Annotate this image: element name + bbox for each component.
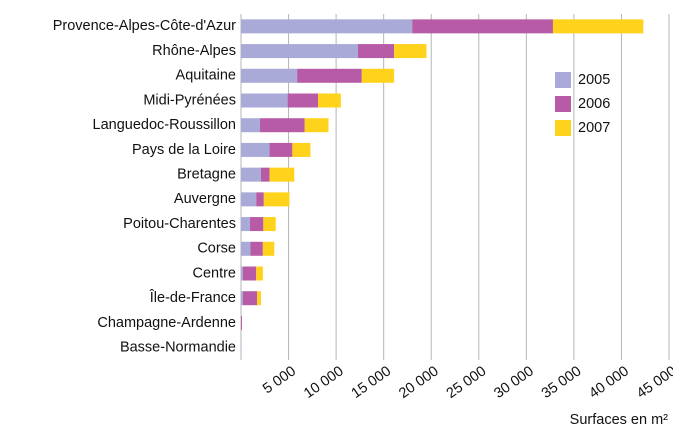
bar-segment: [241, 44, 358, 59]
y-tick-label: Basse-Normandie: [120, 339, 236, 355]
legend-swatch: [555, 120, 571, 136]
y-tick-label: Corse: [197, 241, 236, 257]
x-tick-label: 5 000: [260, 363, 299, 397]
bar-segment: [241, 142, 270, 157]
bar-segment: [241, 167, 261, 182]
bar-segment: [242, 266, 257, 281]
y-tick-label: Provence-Alpes-Côte-d'Azur: [53, 18, 236, 34]
x-tick-label: 35 000: [539, 363, 585, 402]
bar-segment: [241, 68, 298, 83]
bar-segment: [260, 118, 305, 133]
y-tick-label: Aquitaine: [176, 68, 236, 84]
bar-segment: [262, 241, 275, 256]
bar-segment: [241, 19, 413, 34]
legend-label: 2007: [578, 120, 610, 136]
bar-segment: [260, 167, 270, 182]
bar-segment: [297, 68, 362, 83]
y-tick-label: Champagne-Ardenne: [97, 315, 236, 331]
y-tick-label: Poitou-Charentes: [123, 216, 236, 232]
bar-segment: [263, 192, 290, 207]
bar-segment: [361, 68, 395, 83]
x-tick-label: 20 000: [396, 363, 442, 402]
bar-segment: [269, 142, 293, 157]
bar-segment: [394, 44, 427, 59]
bar-segment: [412, 19, 553, 34]
bar-segment: [241, 192, 257, 207]
x-tick-label: 25 000: [444, 363, 490, 402]
bar-segment: [256, 192, 264, 207]
bar-segment: [256, 266, 263, 281]
bar-segment: [552, 19, 644, 34]
y-tick-label: Pays de la Loire: [132, 142, 236, 158]
legend-label: 2006: [578, 96, 610, 112]
bar-segment: [257, 291, 261, 306]
x-tick-label: 10 000: [301, 363, 347, 402]
bar-segment: [242, 291, 258, 306]
x-tick-label: 40 000: [586, 363, 632, 402]
y-tick-label: Auvergne: [174, 191, 236, 207]
legend-swatch: [555, 72, 571, 88]
x-tick-label: 15 000: [349, 363, 395, 402]
bar-segment: [241, 93, 288, 108]
bar-segment: [318, 93, 341, 108]
bar-segment: [250, 217, 264, 232]
bar-segment: [241, 266, 243, 281]
y-tick-label: Midi-Pyrénées: [143, 92, 236, 108]
x-tick-label: 30 000: [491, 363, 537, 402]
bar-segment: [241, 315, 242, 330]
y-tick-label: Rhône-Alpes: [152, 43, 236, 59]
bar-segment: [241, 217, 251, 232]
legend-label: 2005: [578, 72, 610, 88]
bar-segment: [241, 241, 251, 256]
y-tick-label: Centre: [192, 265, 236, 281]
bar-segment: [241, 291, 243, 306]
y-tick-label: Île-de-France: [149, 289, 236, 306]
y-tick-label: Languedoc-Roussillon: [93, 117, 237, 133]
bar-segment: [250, 241, 263, 256]
bar-segment: [292, 142, 311, 157]
x-tick-label: 45 000: [634, 363, 673, 402]
bar-segment: [287, 93, 319, 108]
bar-segment: [269, 167, 295, 182]
bar-segment: [304, 118, 329, 133]
y-tick-label: Bretagne: [177, 166, 236, 182]
legend-swatch: [555, 96, 571, 112]
x-axis-label: Surfaces en m²: [570, 412, 668, 428]
bar-segment: [357, 44, 395, 59]
bar-segment: [241, 118, 261, 133]
bar-segment: [263, 217, 276, 232]
